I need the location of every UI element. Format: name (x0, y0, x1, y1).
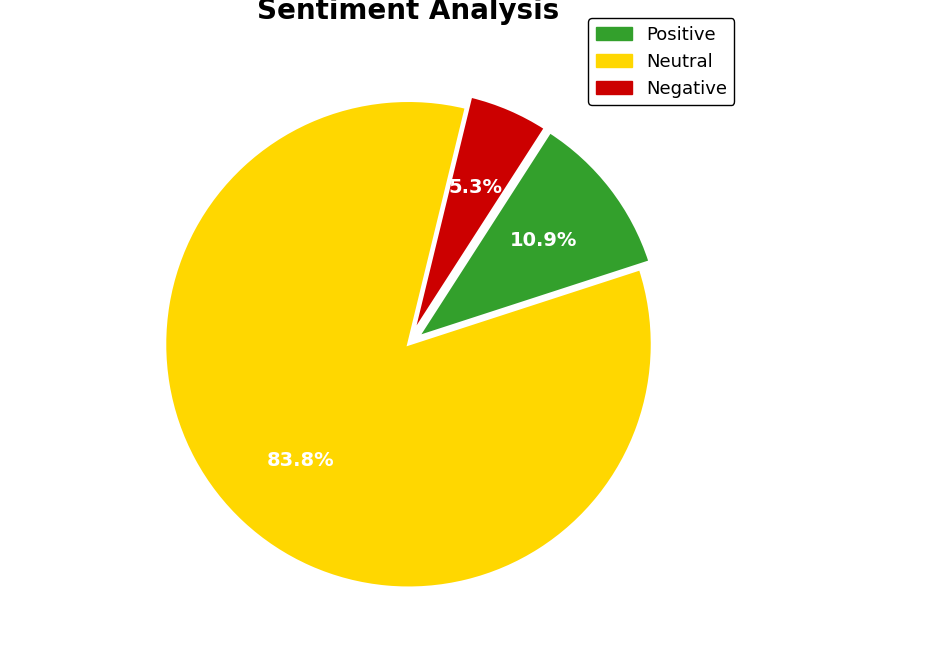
Text: 5.3%: 5.3% (448, 178, 503, 197)
Wedge shape (418, 132, 650, 337)
Text: 83.8%: 83.8% (267, 451, 334, 470)
Wedge shape (413, 97, 545, 333)
Title: Sentiment Analysis: Sentiment Analysis (257, 0, 560, 25)
Text: 10.9%: 10.9% (510, 230, 578, 250)
Legend: Positive, Neutral, Negative: Positive, Neutral, Negative (588, 19, 734, 105)
Wedge shape (165, 101, 652, 588)
